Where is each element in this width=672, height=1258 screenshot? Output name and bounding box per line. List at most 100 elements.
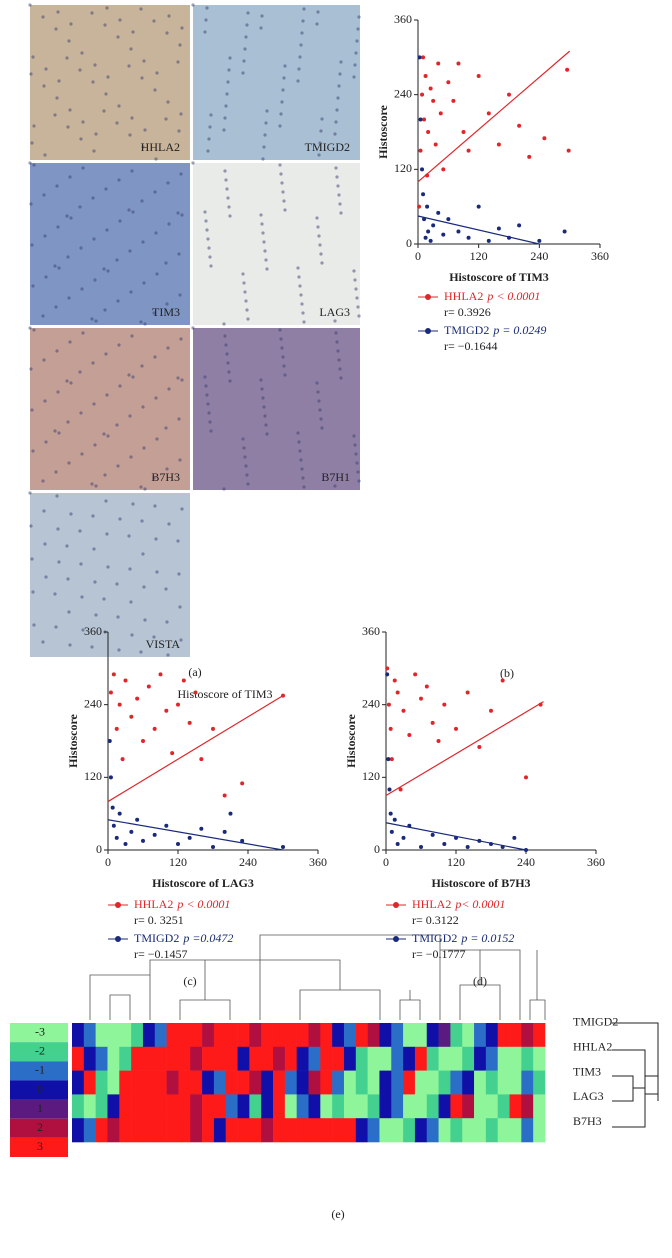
point bbox=[407, 732, 412, 737]
point bbox=[426, 229, 431, 234]
cell-nucleus bbox=[31, 284, 35, 288]
point bbox=[222, 829, 227, 834]
heat-cell bbox=[320, 1094, 333, 1119]
heat-cell bbox=[261, 1046, 274, 1071]
heat-cell bbox=[474, 1070, 487, 1095]
heat-cell bbox=[119, 1023, 132, 1048]
heat-cell bbox=[474, 1118, 487, 1143]
cell-nucleus bbox=[155, 570, 159, 574]
heat-cell bbox=[83, 1094, 96, 1119]
heat-cell bbox=[166, 1023, 179, 1048]
cell-nucleus bbox=[167, 522, 171, 526]
heat-cell bbox=[497, 1070, 510, 1095]
cell-nucleus bbox=[154, 231, 158, 235]
cell-nucleus bbox=[30, 408, 34, 412]
point bbox=[425, 204, 430, 209]
heat-cell bbox=[403, 1046, 416, 1071]
point bbox=[123, 678, 128, 683]
heat-cell bbox=[95, 1094, 108, 1119]
cell-nucleus bbox=[300, 467, 304, 471]
cell-nucleus bbox=[206, 149, 210, 153]
heat-cell bbox=[202, 1046, 215, 1071]
point bbox=[442, 841, 447, 846]
y-axis-title: Histoscore bbox=[376, 104, 390, 158]
heat-cell bbox=[367, 1046, 380, 1071]
point bbox=[164, 708, 169, 713]
image-label: HHLA2 bbox=[141, 140, 180, 154]
heat-cell bbox=[142, 1094, 156, 1119]
heat-cell bbox=[332, 1046, 345, 1071]
cell-nucleus bbox=[69, 22, 73, 26]
cell-nucleus bbox=[79, 411, 83, 415]
cell-nucleus bbox=[280, 181, 284, 185]
point bbox=[566, 148, 571, 153]
heat-cell bbox=[474, 1023, 487, 1048]
heat-cell bbox=[296, 1070, 309, 1095]
heat-cell bbox=[509, 1070, 522, 1095]
legend-marker bbox=[393, 936, 399, 942]
cell-nucleus bbox=[28, 161, 32, 165]
heat-cell bbox=[332, 1118, 345, 1143]
cell-nucleus bbox=[79, 562, 83, 566]
cell-nucleus bbox=[279, 112, 283, 116]
heat-cell bbox=[154, 1094, 167, 1119]
cell-nucleus bbox=[207, 246, 211, 250]
heat-cell bbox=[391, 1023, 404, 1048]
heat-cell bbox=[533, 1023, 546, 1048]
cell-nucleus bbox=[281, 190, 285, 194]
heat-cell bbox=[284, 1070, 297, 1095]
point bbox=[413, 672, 418, 677]
cell-nucleus bbox=[43, 399, 47, 403]
cell-nucleus bbox=[80, 595, 84, 599]
colorbar-label: 1 bbox=[37, 1101, 43, 1115]
cell-nucleus bbox=[356, 27, 360, 31]
heat-cell bbox=[379, 1070, 392, 1095]
y-tick-label: 120 bbox=[362, 769, 380, 783]
cell-nucleus bbox=[130, 169, 134, 173]
heat-cell bbox=[237, 1118, 250, 1143]
cell-nucleus bbox=[94, 613, 98, 617]
micrograph bbox=[30, 328, 190, 490]
cell-nucleus bbox=[78, 529, 82, 533]
legend-r: r= 0.3122 bbox=[412, 913, 459, 927]
cell-nucleus bbox=[130, 116, 134, 120]
heat-cell bbox=[178, 1046, 191, 1071]
heat-cell bbox=[462, 1094, 475, 1119]
row-dendrogram bbox=[612, 1022, 659, 1128]
cell-nucleus bbox=[355, 296, 359, 300]
heat-cell bbox=[202, 1094, 215, 1119]
cell-nucleus bbox=[44, 575, 48, 579]
heat-cell bbox=[391, 1046, 404, 1071]
cell-nucleus bbox=[261, 157, 265, 161]
cell-nucleus bbox=[104, 499, 108, 503]
heat-cell bbox=[225, 1070, 238, 1095]
point bbox=[176, 841, 180, 846]
cell-nucleus bbox=[166, 100, 170, 104]
cell-nucleus bbox=[118, 219, 122, 223]
heat-cell bbox=[426, 1118, 439, 1143]
colorbar-label: 0 bbox=[37, 1082, 43, 1096]
image-label: LAG3 bbox=[319, 305, 350, 319]
point bbox=[421, 55, 426, 60]
row-label: LAG3 bbox=[573, 1089, 604, 1103]
cell-nucleus bbox=[128, 249, 132, 253]
cell-nucleus bbox=[353, 278, 357, 282]
cell-nucleus bbox=[336, 96, 340, 100]
cell-nucleus bbox=[228, 214, 232, 218]
cell-nucleus bbox=[166, 653, 170, 657]
heat-cell bbox=[509, 1023, 522, 1048]
cell-nucleus bbox=[41, 479, 45, 483]
cell-nucleus bbox=[165, 467, 169, 471]
cell-nucleus bbox=[164, 587, 168, 591]
legend-name: HHLA2 bbox=[444, 289, 483, 303]
point bbox=[398, 787, 403, 792]
heat-cell bbox=[166, 1094, 179, 1119]
point bbox=[211, 726, 215, 731]
legend-entry: TMIGD2 p =0.0472 bbox=[134, 931, 233, 945]
micrograph bbox=[193, 5, 360, 160]
cell-nucleus bbox=[42, 84, 46, 88]
cell-nucleus bbox=[93, 580, 97, 584]
image-label: TIM3 bbox=[152, 305, 180, 319]
heat-cell bbox=[391, 1118, 404, 1143]
cell-nucleus bbox=[299, 43, 303, 47]
